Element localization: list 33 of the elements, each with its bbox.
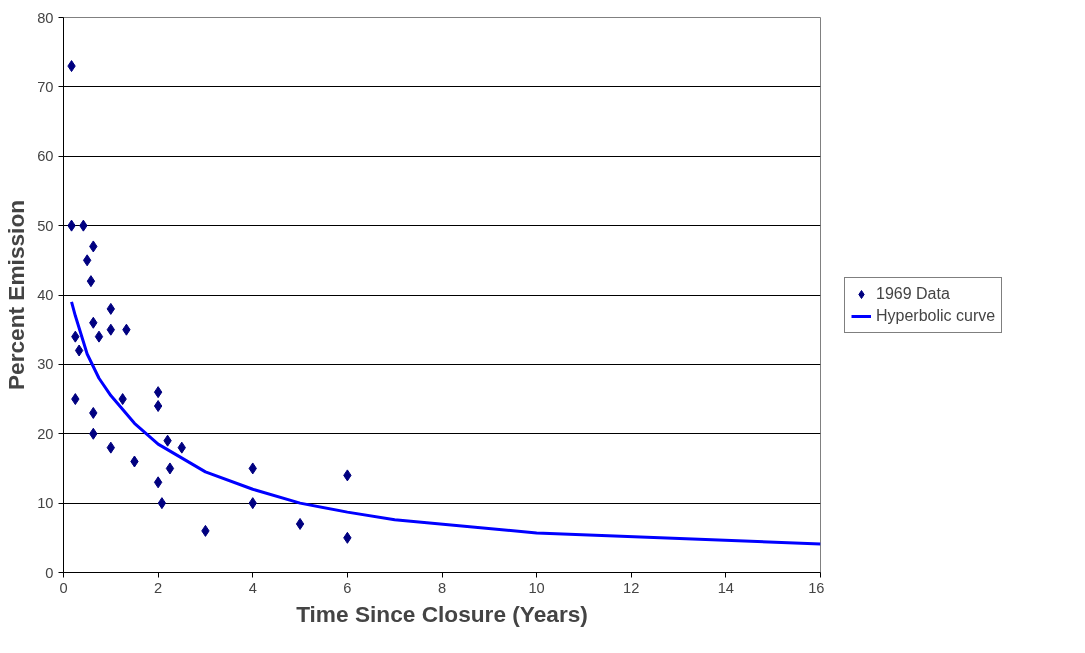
y-tick-label: 10: [37, 495, 54, 512]
x-tick-label: 0: [59, 579, 68, 596]
point: [153, 386, 163, 399]
y-tick-label: 0: [45, 564, 54, 581]
x-tick-label: 16: [808, 579, 825, 596]
x-tick-label: 2: [154, 579, 163, 596]
point: [157, 497, 167, 510]
legend-label: 1969 Data: [876, 285, 950, 303]
point: [86, 275, 96, 288]
point: [74, 344, 84, 357]
point: [94, 330, 104, 343]
y-tick-label: 30: [37, 356, 54, 373]
x-tick-label: 12: [623, 579, 640, 596]
x-tick-label: 10: [528, 579, 545, 596]
x-tick-label: 14: [717, 579, 735, 596]
y-axis-title: Percent Emission: [3, 199, 30, 391]
point: [82, 254, 92, 267]
y-tick-label: 50: [37, 217, 54, 234]
line-series: [70, 300, 821, 546]
x-tick-label: 4: [248, 579, 257, 596]
x-tick-label: 8: [437, 579, 447, 596]
y-tick-label: 80: [37, 9, 54, 26]
y-tick-label: 60: [37, 148, 54, 165]
x-tick-label: 6: [343, 579, 352, 596]
point: [153, 400, 163, 412]
y-tick-label: 70: [37, 78, 54, 95]
y-tick-label: 20: [37, 425, 54, 442]
point: [165, 462, 175, 475]
x-axis-title: Time Since Closure (Years): [296, 600, 588, 627]
point: [295, 517, 305, 530]
legend-label: Hyperbolic curve: [876, 307, 996, 325]
y-tick-label: 40: [37, 287, 54, 303]
point: [153, 476, 163, 489]
